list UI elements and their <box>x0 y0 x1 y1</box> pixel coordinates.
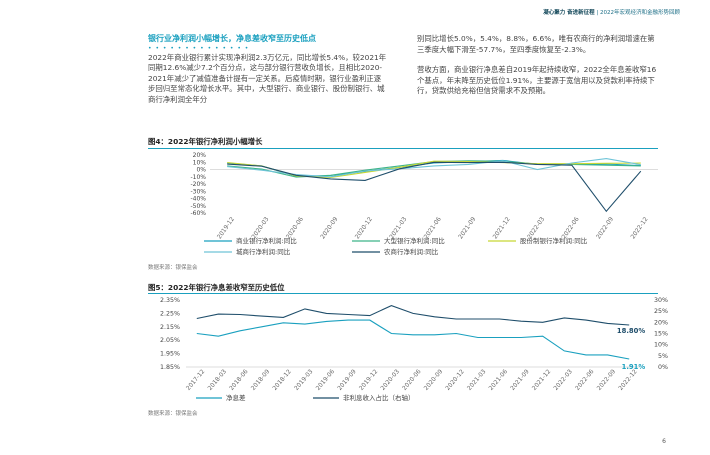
x-tick-label: 2021-12 <box>531 368 553 392</box>
y-tick-label: 10% <box>193 159 207 166</box>
x-tick-label: 2021-03 <box>466 368 488 392</box>
section-title: 银行业净利润小幅增长，净息差收窄至历史低点 <box>148 34 316 43</box>
figure5-title: 图5：2022年银行净息差收窄至历史低位 <box>148 283 285 292</box>
figure4-source: 数据来源：银保监会 <box>148 265 198 271</box>
y-tick-label: -30% <box>190 188 206 195</box>
data-label: 1.91% <box>622 363 646 371</box>
figure5-chart: 2.35% 2.25% 2.15% 2.05% 1.95% 1.85% 30% 25% 20% 1… <box>160 297 668 402</box>
left-tick-label: 2.15% <box>160 324 180 331</box>
y-tick-label: 0% <box>196 167 206 174</box>
figure4-title: 图4：2022年银行净利润小幅增长 <box>148 137 263 146</box>
figure5-rule <box>148 293 658 294</box>
left-text-column: 银行业净利润小幅增长，净息差收窄至历史低点 • • • • • • • • • … <box>148 34 388 106</box>
legend-label: 非利息收入占比（右轴） <box>343 393 415 402</box>
y-tick-label: -60% <box>190 210 206 217</box>
right-tick-label: 5% <box>658 353 668 360</box>
right-paragraph-1: 别同比增长5.0%，5.4%，8.8%，6.6%，唯有农商行的净利润增速在第三季… <box>417 34 655 54</box>
header-brand: 凝心聚力 奋进新征程 <box>543 10 595 16</box>
right-text-column: 别同比增长5.0%，5.4%，8.8%，6.6%，唯有农商行的净利润增速在第三季… <box>417 34 657 97</box>
x-tick-label: 2021-12 <box>492 216 512 241</box>
series-line-5 <box>227 161 642 213</box>
right-tick-label: 0% <box>658 364 668 371</box>
figure5-source: 数据来源：银保监会 <box>148 411 198 417</box>
page-number: 6 <box>662 438 666 445</box>
x-tick-label: 2020-09 <box>319 216 339 241</box>
page-header: 凝心聚力 奋进新征程 | 2022年宏观经济和金融形势回顾 <box>543 8 680 16</box>
legend-label: 净息差 <box>226 393 246 402</box>
x-tick-label: 2022-12 <box>617 368 639 392</box>
x-tick-label: 2019-12 <box>358 368 380 392</box>
y-tick-label: 20% <box>193 152 207 159</box>
left-tick-label: 1.95% <box>160 351 180 358</box>
x-tick-label: 2021-06 <box>488 368 510 392</box>
legend-label: 商业银行净利润:同比 <box>236 236 297 245</box>
series-line-2 <box>196 305 630 326</box>
x-tick-label: 2022-03 <box>552 368 574 392</box>
x-tick-label: 2021-09 <box>509 368 531 392</box>
x-tick-label: 2018-03 <box>207 368 229 392</box>
y-tick-label: -10% <box>190 174 206 181</box>
x-tick-label: 2020-09 <box>423 368 445 392</box>
figure4-chart: 20%10%0%-10%-20%-30%-40%-50%-60% 2019-12 2… <box>190 152 658 256</box>
x-tick-label: 2017-12 <box>185 368 207 392</box>
y-tick-label: -40% <box>190 196 206 203</box>
x-tick-label: 2018-06 <box>228 368 250 392</box>
x-tick-label: 2020-06 <box>401 368 423 392</box>
right-tick-label: 15% <box>654 331 668 338</box>
right-tick-label: 25% <box>654 308 668 315</box>
series-line-3 <box>227 160 641 179</box>
series-line-4 <box>227 158 641 178</box>
legend-label: 大型银行净利润:同比 <box>384 236 445 245</box>
legend-label: 股份制银行净利润:同比 <box>520 236 588 245</box>
x-tick-label: 2022-09 <box>595 216 615 241</box>
right-paragraph-2: 营收方面，商业银行净息差自2019年起持续收窄，2022全年息差收窄16个基点，… <box>417 65 657 96</box>
legend-label: 城商行净利润:同比 <box>236 247 291 256</box>
x-tick-label: 2021-09 <box>457 216 477 241</box>
y-tick-label: -50% <box>190 203 206 210</box>
header-report-title: 2022年宏观经济和金融形势回顾 <box>600 10 680 16</box>
left-tick-label: 2.05% <box>160 337 180 344</box>
series-line-1 <box>196 319 630 360</box>
data-label: 18.80% <box>617 327 645 335</box>
section-title-dots: • • • • • • • • • • • • • • <box>148 44 250 52</box>
x-tick-label: 2019-12 <box>216 216 236 241</box>
figure4-rule <box>148 148 658 149</box>
right-tick-label: 30% <box>654 297 668 304</box>
x-tick-label: 2020-03 <box>379 368 401 392</box>
right-tick-label: 10% <box>654 342 668 349</box>
y-tick-label: -20% <box>190 181 206 188</box>
left-tick-label: 2.25% <box>160 310 180 317</box>
left-tick-label: 1.85% <box>160 364 180 371</box>
x-tick-label: 2022-09 <box>596 368 618 392</box>
x-tick-label: 2018-09 <box>250 368 272 392</box>
x-tick-label: 2022-12 <box>629 216 649 241</box>
right-tick-label: 20% <box>654 319 668 326</box>
x-tick-label: 2020-12 <box>444 368 466 392</box>
x-tick-label: 2019-06 <box>315 368 337 392</box>
left-paragraph: 2022年商业银行累计实现净利润2.3万亿元，同比增长5.4%，较2021年同期… <box>148 52 387 104</box>
x-tick-label: 2020-12 <box>354 216 374 241</box>
header-separator: | <box>596 10 599 16</box>
x-tick-label: 2019-03 <box>293 368 315 392</box>
x-tick-label: 2022-06 <box>574 368 596 392</box>
x-tick-label: 2018-12 <box>271 368 293 392</box>
x-tick-label: 2019-09 <box>336 368 358 392</box>
legend-label: 农商行净利润:同比 <box>384 247 439 256</box>
left-tick-label: 2.35% <box>160 297 180 304</box>
